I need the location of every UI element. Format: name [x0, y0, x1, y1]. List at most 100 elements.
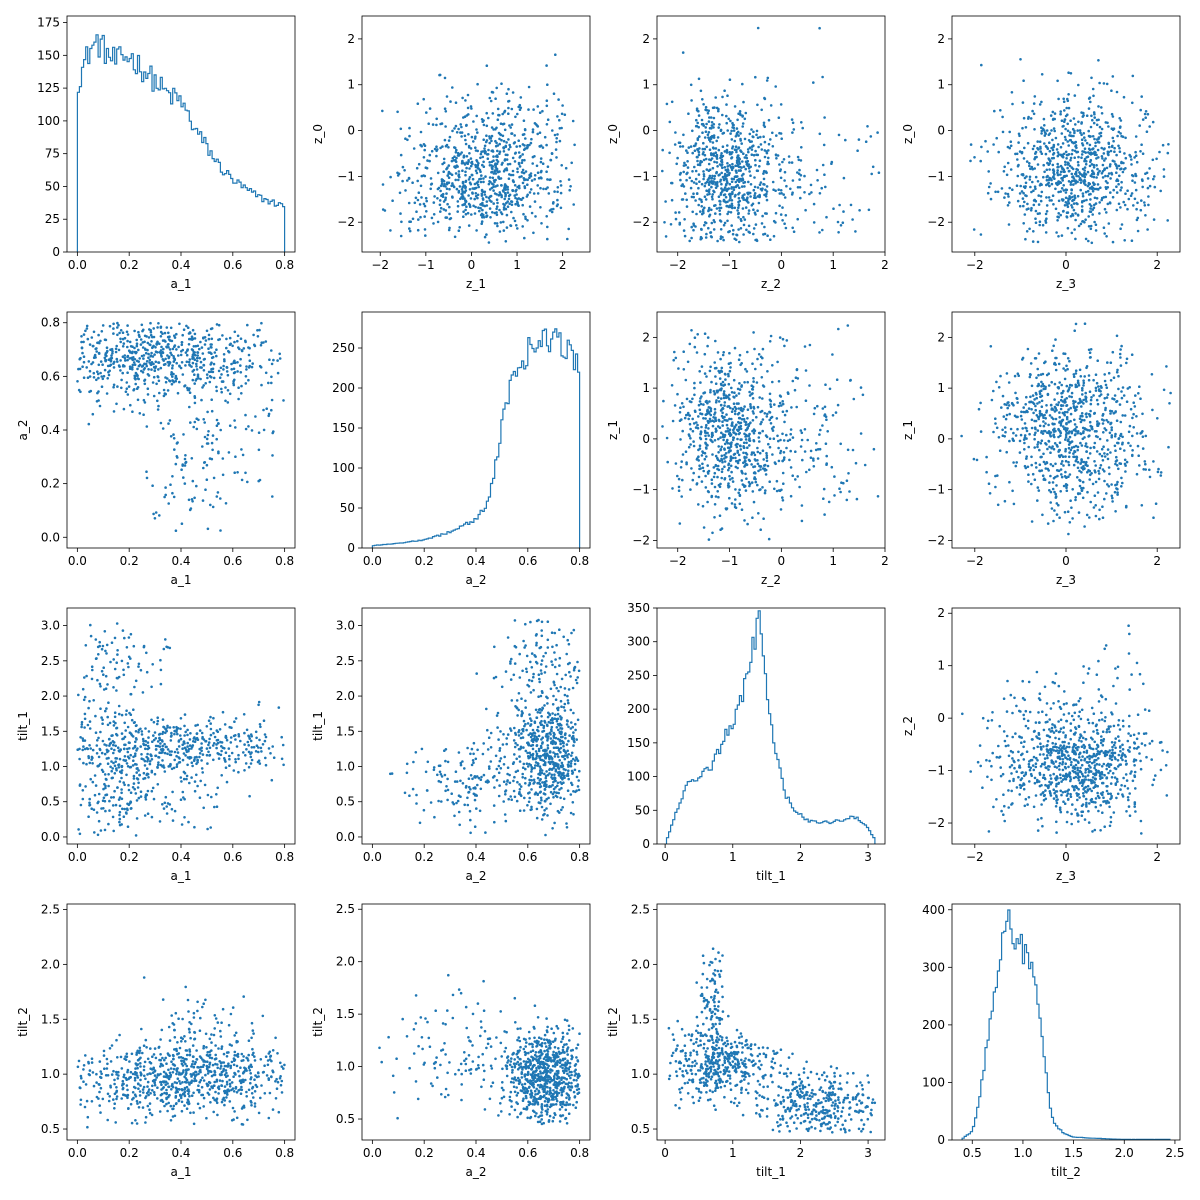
y-tick-label: 250	[332, 341, 355, 355]
scatter-point	[752, 500, 756, 504]
scatter-point	[1022, 406, 1025, 409]
scatter-point	[1085, 415, 1088, 419]
scatter-point	[1057, 97, 1060, 101]
scatter-point	[150, 351, 153, 355]
scatter-point	[709, 409, 713, 413]
scatter-point	[755, 381, 759, 384]
scatter-point	[702, 469, 705, 473]
scatter-point	[799, 159, 803, 162]
scatter-point	[739, 406, 743, 410]
scatter-point	[483, 144, 487, 148]
scatter-point	[1089, 198, 1092, 201]
scatter-point	[754, 158, 757, 162]
scatter-point	[206, 376, 209, 380]
scatter-point	[464, 170, 467, 174]
scatter-point	[454, 101, 458, 104]
scatter-point	[1054, 363, 1057, 366]
scatter-point	[211, 448, 214, 452]
scatter-point	[761, 429, 764, 433]
scatter-point	[124, 390, 128, 394]
scatter-point	[1116, 134, 1119, 138]
scatter-point	[251, 362, 254, 365]
scatter-point	[262, 408, 265, 412]
scatter-point	[1165, 365, 1168, 368]
scatter-point	[711, 141, 715, 144]
scatter-point	[1056, 173, 1060, 177]
scatter-point	[723, 465, 726, 469]
scatter-point	[520, 161, 524, 164]
scatter-point	[1129, 444, 1132, 448]
scatter-point	[720, 431, 723, 435]
scatter-point	[762, 458, 765, 461]
scatter-point	[101, 324, 105, 327]
scatter-point	[820, 186, 823, 190]
scatter-point	[1064, 438, 1067, 441]
scatter-point	[1089, 224, 1093, 228]
scatter-point	[734, 180, 738, 184]
scatter-point	[1056, 403, 1060, 407]
scatter-point	[172, 360, 176, 363]
scatter-point	[264, 371, 268, 375]
scatter-point	[470, 173, 474, 177]
scatter-point	[1074, 429, 1078, 433]
scatter-point	[1089, 207, 1092, 210]
scatter-point	[457, 127, 460, 131]
scatter-point	[137, 333, 141, 337]
scatter-point	[774, 221, 777, 224]
scatter-point	[711, 434, 714, 437]
scatter-point	[175, 332, 178, 336]
scatter-point	[1037, 194, 1040, 197]
scatter-point	[1060, 132, 1064, 135]
scatter-point	[502, 147, 506, 150]
scatter-point	[550, 210, 554, 214]
scatter-point	[225, 346, 228, 350]
scatter-point	[1109, 163, 1112, 166]
scatter-point	[1022, 204, 1025, 208]
scatter-point	[1075, 408, 1078, 412]
scatter-point	[161, 332, 164, 336]
scatter-point	[1038, 223, 1041, 227]
scatter-point	[507, 138, 510, 141]
scatter-point	[1036, 240, 1040, 244]
scatter-point	[1124, 470, 1127, 473]
scatter-point	[710, 177, 713, 180]
y-axis-label: z_0	[311, 124, 325, 144]
scatter-point	[1103, 379, 1107, 383]
scatter-point	[670, 100, 674, 104]
scatter-point	[485, 200, 489, 203]
scatter-point	[1037, 352, 1041, 355]
scatter-point	[516, 112, 519, 116]
scatter-point	[183, 457, 187, 461]
scatter-point	[103, 356, 107, 360]
scatter-point	[489, 137, 493, 140]
scatter-point	[550, 152, 554, 155]
scatter-point	[133, 346, 136, 350]
scatter-point	[447, 146, 450, 149]
scatter-point	[821, 163, 825, 167]
scatter-point	[1064, 160, 1067, 164]
scatter-point	[707, 206, 711, 210]
scatter-point	[723, 447, 726, 451]
scatter-point	[86, 376, 90, 380]
scatter-point	[779, 213, 783, 216]
scatter-point	[823, 116, 826, 119]
scatter-point	[413, 201, 417, 205]
scatter-point	[517, 162, 521, 166]
scatter-point	[714, 417, 717, 421]
scatter-point	[203, 461, 206, 464]
scatter-point	[476, 82, 479, 86]
scatter-point	[121, 345, 125, 348]
scatter-point	[731, 421, 734, 424]
scatter-point	[1056, 79, 1059, 83]
scatter-point	[1064, 138, 1067, 141]
scatter-point	[736, 183, 739, 187]
scatter-point	[1089, 473, 1092, 477]
scatter-point	[1007, 223, 1011, 226]
scatter-point	[708, 192, 711, 196]
scatter-point	[1134, 394, 1137, 397]
scatter-point	[1127, 197, 1131, 201]
scatter-point	[143, 378, 147, 382]
scatter-point	[237, 346, 240, 349]
scatter-point	[526, 178, 529, 182]
